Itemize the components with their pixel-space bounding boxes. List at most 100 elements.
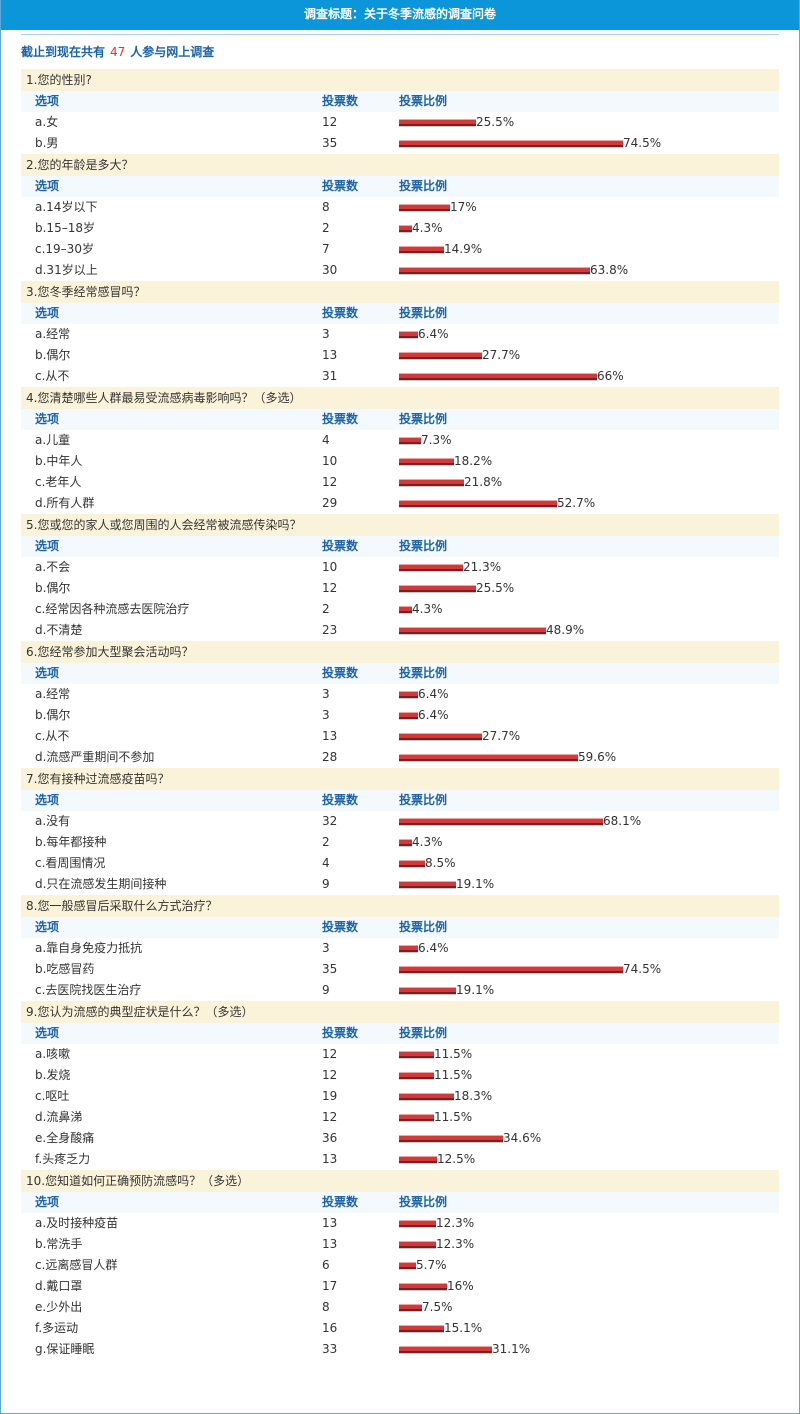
vote-count: 2 [322,218,330,239]
ratio-bar [399,860,425,867]
option-row: d.戴口罩 17 16% [21,1276,779,1297]
ratio-bar-track [399,838,412,847]
ratio-bar [399,712,418,719]
column-header-option: 选项 [35,536,59,557]
column-header-row: 选项 投票数 投票比例 [21,536,779,557]
vote-count: 12 [322,112,337,133]
ratio-percent: 6.4% [418,938,449,959]
question-block: 4.您清楚哪些人群最易受流感病毒影响吗？（多选） 选项 投票数 投票比例 a.儿童 4 7.… [21,387,779,514]
ratio-bar-track [399,1134,503,1143]
column-header-votes: 投票数 [322,1192,358,1213]
option-row: c.从不 31 66% [21,366,779,387]
ratio-bar [399,1072,434,1079]
vote-count: 9 [322,980,330,1001]
question-title: 1.您的性别? [21,69,779,91]
question-title: 9.您认为流感的典型症状是什么？（多选） [21,1001,779,1023]
option-row: b.偶尔 3 6.4% [21,705,779,726]
ratio-percent: 27.7% [482,345,520,366]
ratio-percent: 27.7% [482,726,520,747]
ratio-bar [399,881,456,888]
ratio-bar-track [399,436,421,445]
ratio-bar-track [399,457,454,466]
column-header-option: 选项 [35,663,59,684]
ratio-percent: 12.5% [437,1149,475,1170]
column-header-votes: 投票数 [322,536,358,557]
question-title: 2.您的年龄是多大？ [21,154,779,176]
vote-count: 23 [322,620,337,641]
ratio-percent: 6.4% [418,684,449,705]
ratio-percent: 18.2% [454,451,492,472]
option-label: c.去医院找医生治疗 [35,980,141,1001]
option-row: b.每年都接种 2 4.3% [21,832,779,853]
vote-count: 12 [322,578,337,599]
column-header-votes: 投票数 [322,176,358,197]
ratio-bar-track [399,139,623,148]
option-row: b.15–18岁 2 4.3% [21,218,779,239]
option-row: d.流感严重期间不参加 28 59.6% [21,747,779,768]
option-row: c.经常因各种流感去医院治疗 2 4.3% [21,599,779,620]
column-header-row: 选项 投票数 投票比例 [21,176,779,197]
option-label: a.女 [35,112,58,133]
ratio-percent: 4.3% [412,599,443,620]
vote-count: 29 [322,493,337,514]
option-label: b.常洗手 [35,1234,82,1255]
vote-count: 12 [322,1044,337,1065]
ratio-bar-track [399,118,476,127]
vote-count: 16 [322,1318,337,1339]
option-row: b.偶尔 13 27.7% [21,345,779,366]
ratio-bar-track [399,986,456,995]
ratio-percent: 21.3% [463,557,501,578]
vote-count: 32 [322,811,337,832]
column-header-row: 选项 投票数 投票比例 [21,409,779,430]
option-label: d.所有人群 [35,493,94,514]
ratio-percent: 15.1% [444,1318,482,1339]
option-row: b.中年人 10 18.2% [21,451,779,472]
ratio-bar [399,1346,492,1353]
ratio-percent: 59.6% [578,747,616,768]
ratio-bar [399,966,623,973]
survey-title: 调查标题：关于冬季流感的调查问卷 [1,0,799,30]
column-header-row: 选项 投票数 投票比例 [21,1192,779,1213]
question-title: 10.您知道如何正确预防流感吗？（多选） [21,1170,779,1192]
ratio-bar-track [399,817,603,826]
option-row: b.男 35 74.5% [21,133,779,154]
option-label: c.老年人 [35,472,81,493]
vote-count: 17 [322,1276,337,1297]
option-label: a.咳嗽 [35,1044,70,1065]
column-header-ratio: 投票比例 [399,303,447,324]
vote-count: 30 [322,260,337,281]
ratio-bar [399,839,412,846]
ratio-bar [399,1304,422,1311]
ratio-percent: 16% [447,1276,474,1297]
option-label: a.靠自身免疫力抵抗 [35,938,142,959]
column-header-option: 选项 [35,176,59,197]
option-label: c.从不 [35,726,69,747]
vote-count: 28 [322,747,337,768]
vote-count: 3 [322,705,330,726]
ratio-bar-track [399,732,482,741]
column-header-votes: 投票数 [322,790,358,811]
ratio-percent: 74.5% [623,959,661,980]
ratio-bar [399,754,578,761]
option-row: d.只在流感发生期间接种 9 19.1% [21,874,779,895]
vote-count: 3 [322,684,330,705]
option-label: a.没有 [35,811,70,832]
ratio-bar [399,945,418,952]
ratio-percent: 11.5% [434,1107,472,1128]
column-header-votes: 投票数 [322,663,358,684]
column-header-option: 选项 [35,790,59,811]
ratio-bar [399,733,482,740]
option-row: a.女 12 25.5% [21,112,779,133]
ratio-bar-track [399,753,578,762]
question-title: 5.您或您的家人或您周围的人会经常被流感传染吗？ [21,514,779,536]
ratio-bar [399,331,418,338]
option-label: e.少外出 [35,1297,82,1318]
option-label: b.偶尔 [35,578,70,599]
option-label: b.偶尔 [35,705,70,726]
ratio-bar [399,204,450,211]
option-row: g.保证睡眠 33 31.1% [21,1339,779,1360]
ratio-bar-track [399,266,590,275]
ratio-percent: 5.7% [416,1255,447,1276]
option-label: a.不会 [35,557,70,578]
